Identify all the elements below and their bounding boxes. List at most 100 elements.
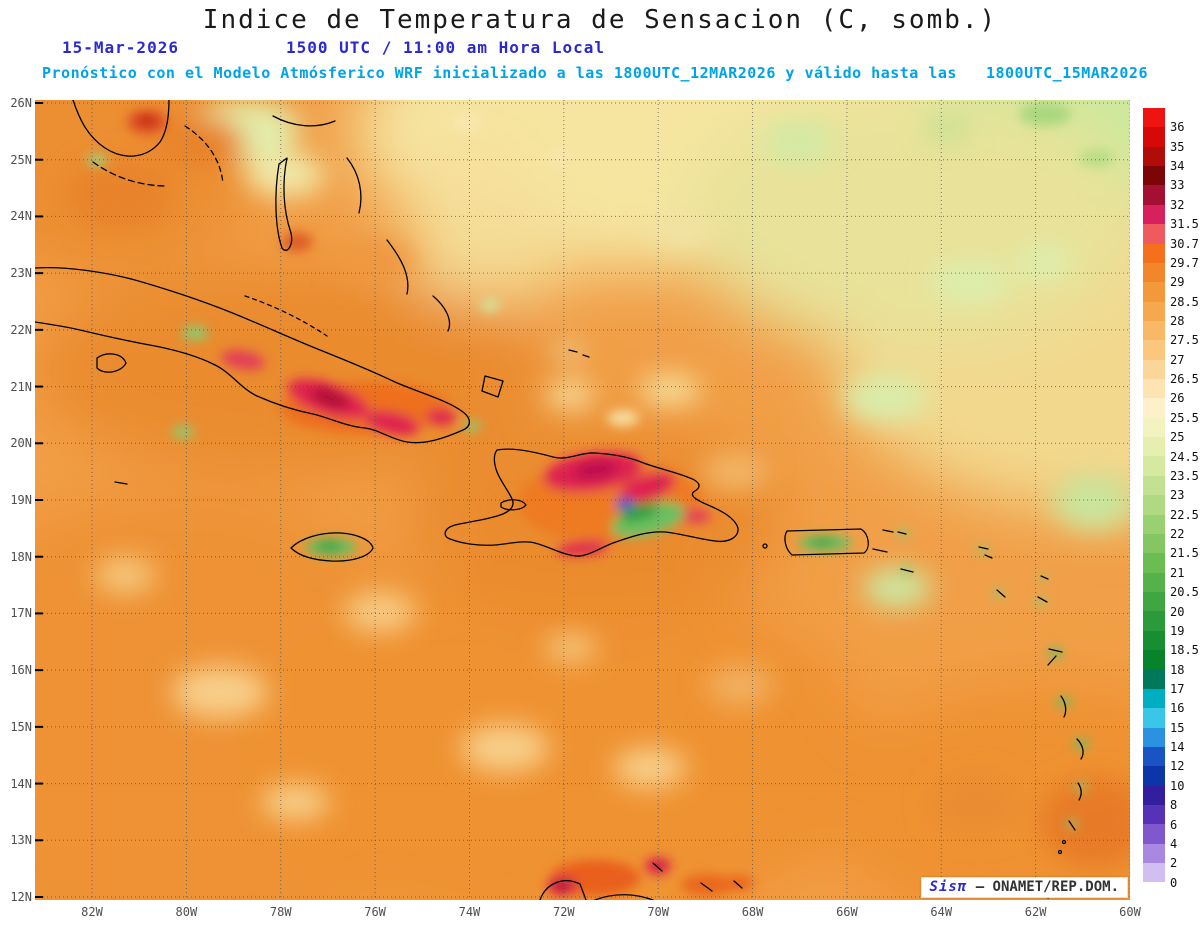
colorbar-level-label: 21 [1170,565,1185,580]
colorbar-cell [1143,882,1165,902]
lon-tick-label: 64W [930,905,953,919]
colorbar-cell [1143,533,1165,554]
colorbar-cell [1143,843,1165,864]
colorbar-cell [1143,456,1165,476]
colorbar-cell [1143,437,1165,457]
colorbar-level-label: 29 [1170,275,1185,290]
colorbar-cell [1143,185,1165,205]
lon-tick-label: 80W [175,905,198,919]
lat-tick-label: 16N [10,663,32,678]
lat-tick-label: 13N [10,833,32,848]
lat-tick-label: 15N [10,719,32,734]
colorbar-level-label: 36 [1170,120,1185,135]
colorbar-level-label: 0 [1170,875,1178,890]
colorbar-cell [1143,785,1165,805]
lat-tick-label: 26N [10,96,32,110]
forecast-date: 15-Mar-2026 [62,38,179,57]
colorbar-level-label: 23.5 [1170,468,1199,483]
colorbar-cell [1143,166,1165,186]
coast-great-inagua [481,375,504,398]
coast-anguilla-st-martin [978,546,993,559]
lat-tick-label: 22N [10,322,32,337]
coast-st-kitts [996,589,1006,598]
datetime-line: 15-Mar-2026 1500 UTC / 11:00 am Hora Loc… [0,38,1200,58]
colorbar-level-label: 15 [1170,720,1185,735]
lat-tick-label: 25N [10,152,32,167]
model-info-line: Pronóstico con el Modelo Atmósferico WRF… [42,64,1148,82]
colorbar-level-label: 14 [1170,740,1185,755]
colorbar-cell [1143,320,1165,341]
colorbar-cell [1143,514,1165,534]
coast-antigua [1037,596,1048,603]
colorbar-level-label: 23 [1170,488,1185,503]
model-valid-text: 1800UTC_15MAR2026 [985,64,1148,82]
lon-tick-label: 66W [836,905,858,919]
colorbar-cell [1143,630,1165,651]
colorbar-cell [1143,804,1165,825]
colorbar-cell [1143,572,1165,592]
lat-tick-label: 19N [10,492,32,507]
colorbar-cell [1143,379,1165,399]
colorbar-level-label: 25 [1170,430,1185,445]
lon-tick-label: 62W [1024,905,1047,919]
coast-bahama-bank [184,125,224,185]
colorbar-cell [1143,766,1165,786]
colorbar-cell [1143,282,1165,302]
colorbar-level-label: 20 [1170,604,1185,619]
coast-virgin-islands [882,529,914,573]
colorbar-cell [1143,398,1165,418]
colorbar-cell [1143,108,1165,128]
coast-isla-juventud [96,353,127,373]
heat-index-field [35,100,1130,900]
coast-barbuda [1040,575,1049,580]
colorbar-level-label: 27 [1170,352,1185,367]
coast-andros [275,157,293,251]
lon-tick-label: 78W [269,905,292,919]
colorbar-cell [1143,746,1165,767]
colorbar-cell [1143,301,1165,321]
field-hotspots-and-coolspots [87,102,1115,896]
colorbar-level-label: 26 [1170,391,1185,406]
colorbar-level-label: 12 [1170,759,1185,774]
colorbar-level-label: 18.5 [1170,643,1199,658]
lon-tick-label: 70W [647,905,670,919]
coast-turks-caicos [568,349,590,358]
colorbar-level-label: 16 [1170,701,1185,716]
colorbar-level-label: 18 [1170,662,1185,677]
colorbar-cell [1143,417,1165,438]
latlon-grid [35,100,1130,900]
lon-tick-label: 76W [364,905,386,919]
coast-crooked-island [432,295,451,332]
colorbar-cell [1143,495,1165,515]
colorbar-level-label: 24.5 [1170,449,1199,464]
colorbar-cell [1143,650,1165,670]
colorbar-level-label: 2 [1170,856,1178,871]
colorbar-level-label: 19 [1170,623,1185,638]
colorbar-cell [1143,224,1165,244]
colorbar-level-label: 33 [1170,178,1185,193]
lat-tick-label: 23N [10,266,32,281]
forecast-time: 1500 UTC / 11:00 am Hora Local [286,38,605,57]
colorbar-cell [1143,708,1165,728]
coast-puerto-rico [784,528,869,556]
lon-tick-label: 72W [552,905,575,919]
colorbar-level-label: 22 [1170,527,1185,542]
colorbar-cell [1143,824,1165,844]
lon-tick-label: 68W [741,905,764,919]
colorbar-level-label: 29.7 [1170,255,1199,270]
coast-cuba [35,266,471,444]
colorbar-level-label: 22.5 [1170,507,1199,522]
coast-curacao [700,882,713,892]
lon-tick-label: 60W [1119,905,1141,919]
colorbar-cell [1143,340,1165,360]
coast-venezuela [594,894,654,900]
colorbar-level-label: 20.5 [1170,585,1199,600]
colorbar [1143,108,1165,902]
colorbar-cell [1143,727,1165,747]
colorbar-level-label: 34 [1170,159,1185,174]
colorbar-cell [1143,688,1165,709]
coast-gonave [500,499,527,511]
colorbar-cell [1143,669,1165,689]
lat-tick-label: 12N [10,889,32,904]
colorbar-level-label: 21.5 [1170,546,1199,561]
